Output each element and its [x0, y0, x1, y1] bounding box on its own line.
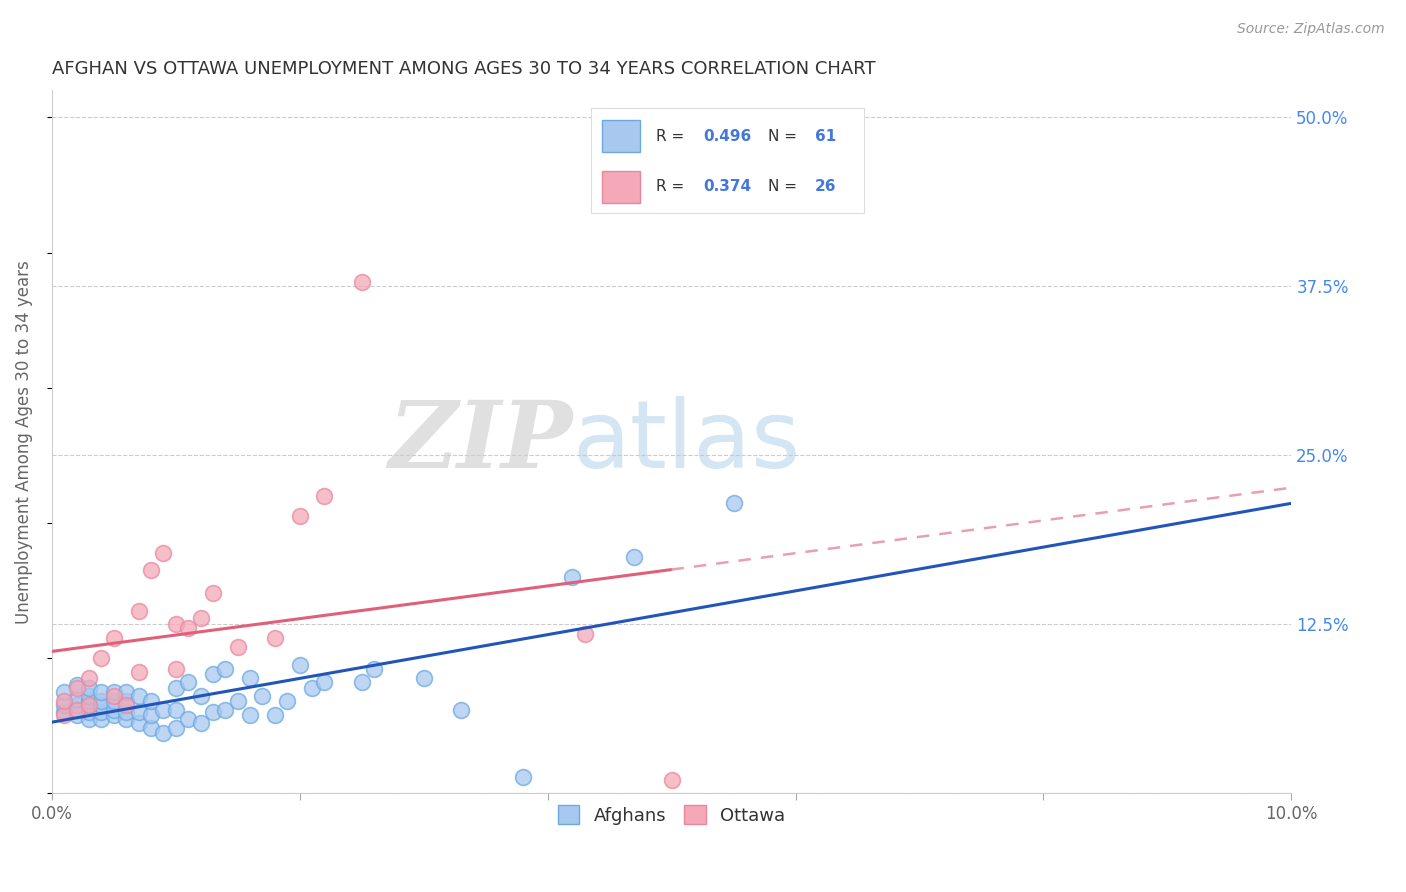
Point: [115, 694, 138, 708]
Point: [77, 689, 100, 703]
Point: [128, 689, 150, 703]
Point: [90, 712, 112, 726]
Point: [128, 705, 150, 719]
Point: [77, 712, 100, 726]
Point: [363, 662, 385, 676]
Point: [77, 672, 100, 686]
Point: [276, 694, 298, 708]
Point: [103, 631, 125, 645]
Point: [53, 685, 76, 699]
Point: [201, 705, 224, 719]
Point: [723, 496, 745, 510]
Point: [152, 725, 174, 739]
Point: [90, 705, 112, 719]
Point: [214, 662, 236, 676]
Point: [350, 275, 373, 289]
Point: [115, 712, 138, 726]
Text: ZIP: ZIP: [388, 397, 572, 487]
Point: [165, 722, 187, 736]
Point: [77, 694, 100, 708]
Point: [152, 546, 174, 560]
Point: [201, 667, 224, 681]
Point: [103, 694, 125, 708]
Point: [77, 681, 100, 695]
Point: [214, 702, 236, 716]
Point: [226, 694, 249, 708]
Point: [288, 657, 311, 672]
Legend: Afghans, Ottawa: Afghans, Ottawa: [548, 797, 794, 833]
Point: [226, 640, 249, 655]
Point: [90, 651, 112, 665]
Point: [574, 627, 596, 641]
Point: [152, 702, 174, 716]
Point: [77, 698, 100, 713]
Point: [65, 702, 87, 716]
Point: [128, 665, 150, 679]
Point: [103, 707, 125, 722]
Point: [90, 685, 112, 699]
Y-axis label: Unemployment Among Ages 30 to 34 years: Unemployment Among Ages 30 to 34 years: [15, 260, 32, 624]
Point: [264, 631, 287, 645]
Point: [65, 698, 87, 713]
Point: [165, 617, 187, 632]
Point: [115, 705, 138, 719]
Text: AFGHAN VS OTTAWA UNEMPLOYMENT AMONG AGES 30 TO 34 YEARS CORRELATION CHART: AFGHAN VS OTTAWA UNEMPLOYMENT AMONG AGES…: [52, 60, 876, 78]
Point: [314, 675, 336, 690]
Point: [450, 702, 472, 716]
Point: [165, 662, 187, 676]
Point: [177, 621, 200, 635]
Point: [623, 549, 645, 564]
Point: [350, 675, 373, 690]
Point: [239, 672, 262, 686]
Point: [77, 705, 100, 719]
Point: [190, 610, 212, 624]
Point: [288, 509, 311, 524]
Point: [264, 707, 287, 722]
Point: [53, 707, 76, 722]
Point: [177, 675, 200, 690]
Point: [115, 698, 138, 713]
Point: [139, 707, 162, 722]
Point: [512, 770, 534, 784]
Text: Source: ZipAtlas.com: Source: ZipAtlas.com: [1237, 22, 1385, 37]
Point: [165, 702, 187, 716]
Point: [561, 570, 583, 584]
Point: [190, 716, 212, 731]
Point: [53, 694, 76, 708]
Point: [65, 678, 87, 692]
Point: [252, 689, 274, 703]
Point: [139, 563, 162, 577]
Point: [128, 604, 150, 618]
Point: [314, 489, 336, 503]
Point: [139, 722, 162, 736]
Point: [128, 716, 150, 731]
Point: [65, 707, 87, 722]
Point: [115, 685, 138, 699]
Text: atlas: atlas: [572, 396, 800, 488]
Point: [201, 586, 224, 600]
Point: [661, 772, 683, 787]
Point: [301, 681, 323, 695]
Point: [190, 689, 212, 703]
Point: [103, 685, 125, 699]
Point: [53, 705, 76, 719]
Point: [65, 691, 87, 706]
Point: [103, 689, 125, 703]
Point: [53, 698, 76, 713]
Point: [239, 707, 262, 722]
Point: [90, 694, 112, 708]
Point: [103, 702, 125, 716]
Point: [165, 681, 187, 695]
Point: [65, 681, 87, 695]
Point: [90, 698, 112, 713]
Point: [139, 694, 162, 708]
Point: [412, 672, 434, 686]
Point: [177, 712, 200, 726]
